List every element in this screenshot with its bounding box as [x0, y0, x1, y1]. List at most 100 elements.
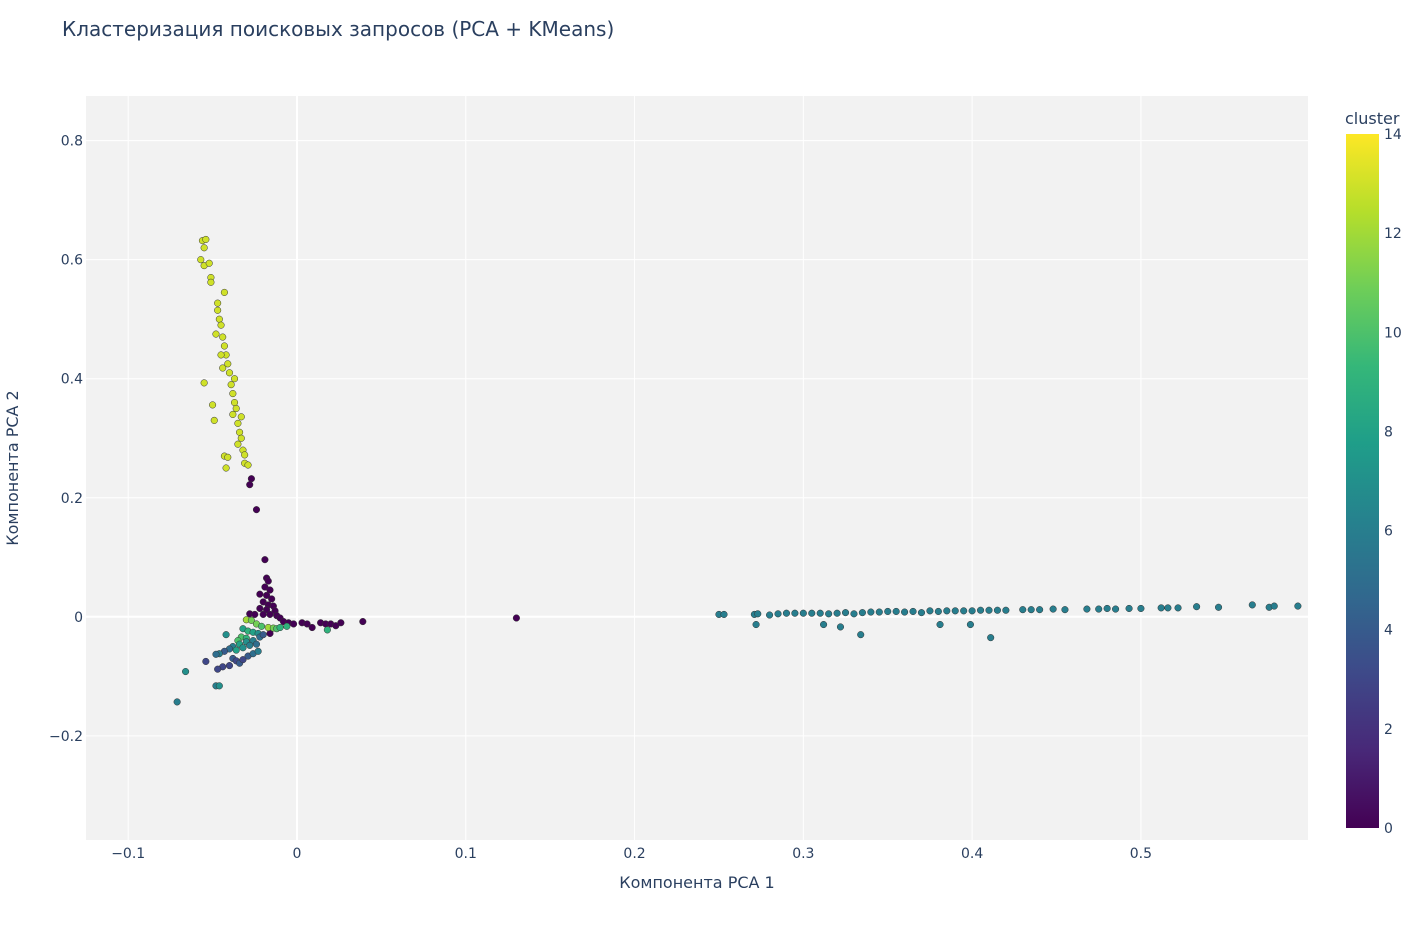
data-point	[791, 609, 799, 617]
data-point	[875, 608, 883, 616]
data-point	[214, 665, 222, 673]
data-point	[512, 614, 520, 622]
grid-lines	[86, 96, 1308, 840]
data-point	[323, 626, 331, 634]
data-point	[1137, 604, 1145, 613]
data-point	[1164, 604, 1172, 612]
data-point	[720, 610, 728, 618]
data-point	[227, 381, 235, 389]
data-point	[841, 609, 850, 617]
data-point	[256, 590, 264, 598]
y-tick-label: 0.2	[61, 491, 83, 507]
data-point	[214, 306, 222, 314]
data-point	[1036, 606, 1044, 614]
data-point	[951, 607, 959, 615]
data-point	[251, 610, 259, 618]
data-point	[247, 616, 255, 624]
data-point	[825, 610, 833, 618]
data-point	[1061, 606, 1069, 614]
colorbar-tick-label: 4	[1384, 623, 1393, 639]
data-point	[960, 607, 968, 615]
data-point	[1214, 603, 1223, 611]
data-point	[968, 607, 976, 615]
data-point	[229, 410, 237, 418]
data-point	[752, 620, 760, 629]
data-point	[173, 698, 181, 706]
data-point	[220, 342, 228, 350]
data-point	[219, 333, 227, 341]
data-point	[799, 609, 807, 617]
y-tick-label: 0.6	[61, 253, 83, 269]
data-point	[884, 607, 892, 615]
data-point	[224, 360, 232, 368]
data-point	[252, 506, 261, 514]
data-point	[892, 607, 900, 615]
data-point	[197, 256, 205, 264]
chart-title: Кластеризация поисковых запросов (PCA + …	[62, 17, 614, 41]
colorbar-tick-label: 12	[1384, 226, 1402, 242]
data-point	[261, 556, 269, 564]
data-point	[1193, 603, 1201, 611]
data-point	[266, 610, 274, 618]
data-point	[263, 591, 271, 599]
data-point	[225, 369, 234, 377]
x-tick-label: 0.4	[961, 846, 983, 862]
data-point	[241, 451, 249, 459]
data-point	[210, 416, 218, 424]
data-point	[774, 610, 782, 618]
x-tick-label: 0.5	[1130, 846, 1152, 862]
data-point	[337, 619, 345, 627]
data-point	[934, 607, 942, 615]
x-tick-label: 0.3	[792, 846, 814, 862]
data-point	[901, 608, 909, 616]
y-tick-label: 0.8	[61, 134, 83, 150]
data-point	[977, 606, 985, 614]
y-axis-title: Компонента PCA 2	[3, 390, 22, 545]
data-point	[1103, 604, 1111, 613]
data-point	[259, 631, 267, 639]
data-point	[268, 595, 276, 603]
data-point	[202, 235, 210, 243]
data-point	[820, 620, 828, 629]
data-point	[225, 662, 234, 670]
data-point	[246, 641, 254, 649]
data-point	[1157, 604, 1165, 612]
y-axis-ticks: −0.2 0 0.2 0.4 0.6 0.8	[49, 134, 83, 745]
data-point	[256, 604, 264, 613]
data-point	[234, 440, 242, 448]
data-point	[1019, 606, 1027, 614]
data-point	[1049, 605, 1057, 613]
data-point	[237, 434, 245, 442]
data-point	[220, 288, 228, 296]
data-point	[1174, 604, 1182, 612]
data-point	[230, 375, 239, 383]
data-point	[257, 622, 266, 630]
y-tick-label: 0.4	[61, 372, 83, 388]
data-point	[215, 682, 223, 690]
data-point	[754, 610, 762, 618]
data-point	[217, 321, 225, 329]
data-point	[283, 622, 291, 630]
colorbar-title: cluster	[1345, 109, 1400, 128]
data-point	[985, 606, 993, 614]
data-point	[215, 315, 223, 323]
data-point	[290, 620, 298, 628]
data-point	[943, 607, 951, 615]
x-tick-label: −0.1	[111, 846, 145, 862]
data-point	[1248, 601, 1256, 609]
data-point	[200, 379, 208, 387]
colorbar-tick-label: 2	[1384, 722, 1393, 738]
data-point	[836, 623, 845, 631]
data-point	[1294, 602, 1302, 610]
data-point	[202, 657, 210, 665]
data-point	[244, 461, 252, 469]
data-point	[263, 606, 271, 614]
data-point	[359, 618, 367, 626]
data-point	[1083, 605, 1091, 613]
plot-area	[86, 96, 1308, 840]
data-point	[1112, 605, 1120, 613]
data-point	[207, 278, 215, 286]
colorbar-tick-label: 10	[1384, 325, 1402, 341]
data-point	[782, 609, 791, 617]
data-points	[173, 235, 1302, 706]
